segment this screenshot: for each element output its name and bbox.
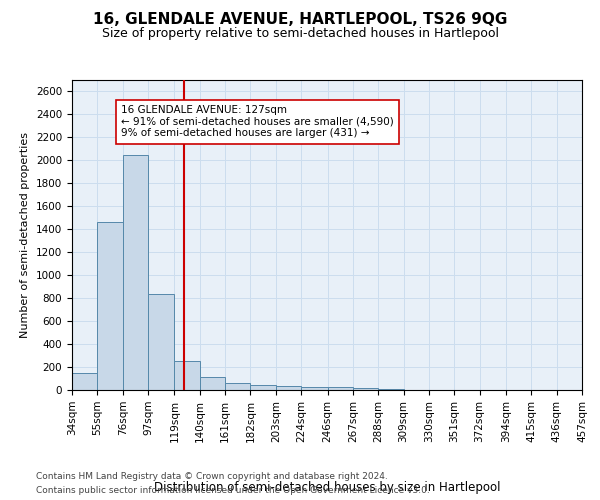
Bar [97, 222, 122, 390]
Text: Contains HM Land Registry data © Crown copyright and database right 2024.: Contains HM Land Registry data © Crown c… [36, 472, 388, 481]
Bar [225, 382, 250, 390]
Bar [148, 294, 175, 390]
Text: 16, GLENDALE AVENUE, HARTLEPOOL, TS26 9QG: 16, GLENDALE AVENUE, HARTLEPOOL, TS26 9Q… [93, 12, 507, 28]
Text: Contains public sector information licensed under the Open Government Licence v3: Contains public sector information licen… [36, 486, 430, 495]
Text: Size of property relative to semi-detached houses in Hartlepool: Size of property relative to semi-detach… [101, 28, 499, 40]
Bar [301, 386, 328, 390]
Y-axis label: Number of semi-detached properties: Number of semi-detached properties [20, 132, 31, 338]
Bar [175, 360, 200, 390]
Text: 16 GLENDALE AVENUE: 127sqm
← 91% of semi-detached houses are smaller (4,590)
9% : 16 GLENDALE AVENUE: 127sqm ← 91% of semi… [121, 106, 394, 138]
X-axis label: Distribution of semi-detached houses by size in Hartlepool: Distribution of semi-detached houses by … [154, 480, 500, 494]
Bar [276, 386, 301, 390]
Bar [122, 154, 148, 390]
Bar [72, 373, 97, 390]
Bar [353, 388, 378, 390]
Bar [200, 377, 225, 390]
Bar [250, 385, 276, 390]
Bar [328, 387, 353, 390]
